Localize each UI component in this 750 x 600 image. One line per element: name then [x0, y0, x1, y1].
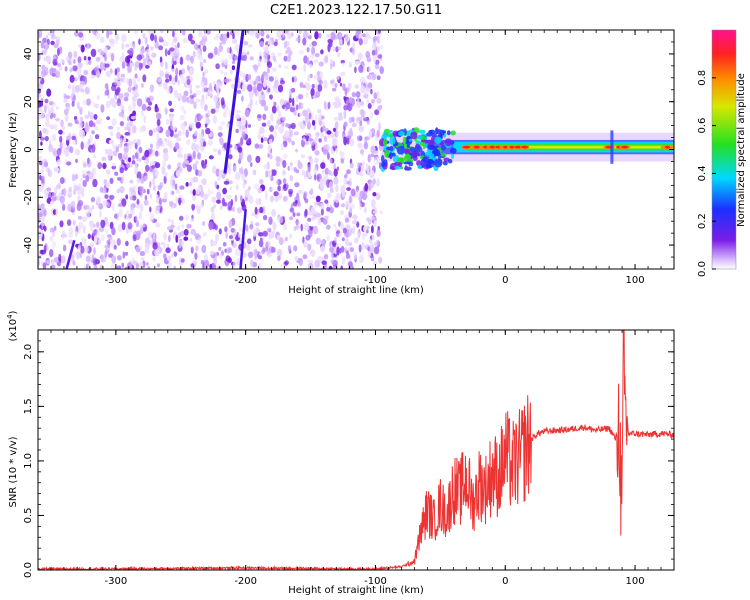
heatmap-y-tick-label: -20 — [23, 189, 34, 205]
snr-x-tick-label: -100 — [364, 576, 387, 587]
heatmap-x-tick-label: 100 — [626, 275, 645, 286]
heatmap-x-axis-label: Height of straight line (km) — [288, 285, 424, 296]
colorbar-gradient — [711, 29, 737, 270]
snr-y-tick-label: 2.0 — [23, 344, 34, 360]
colorbar-ticks: 0.0 0.2 0.4 0.6 0.8 — [697, 70, 716, 277]
heatmap-x-tick-label: -200 — [234, 275, 257, 286]
snr-x-tick-label: 0 — [502, 576, 508, 587]
snr-x-tick-label: -200 — [234, 576, 257, 587]
snr-frame — [37, 329, 675, 571]
colorbar-tick-label: 0.8 — [697, 70, 708, 86]
snr-y-tick-label: 0.5 — [23, 508, 34, 524]
snr-y-tick-label: 1.0 — [23, 453, 34, 469]
colorbar: 0.0 0.2 0.4 0.6 0.8 Normalized spectral ampl… — [697, 29, 747, 277]
snr-x-tick-label: 100 — [626, 576, 645, 587]
snr-y-tick-label: 1.5 — [23, 398, 34, 414]
snr-x-ticks: -300 -200 -100 0 100 — [50, 330, 675, 587]
heatmap-x-ticks: -300 -200 -100 0 100 — [50, 30, 675, 286]
colorbar-tick-label: 0.2 — [697, 213, 708, 229]
colorbar-tick-label: 0.0 — [697, 261, 708, 277]
colorbar-tick-label: 0.4 — [697, 165, 708, 181]
heatmap-plot-area — [38, 30, 674, 269]
snr-x-tick-label: -300 — [105, 576, 128, 587]
heatmap-y-ticks: -40 -20 0 20 40 — [23, 29, 674, 270]
heatmap-y-axis-label: Frequency (Hz) — [8, 112, 19, 188]
snr-y-axis-label: SNR (10 * v/v) — [8, 436, 19, 507]
heatmap-x-tick-label: -100 — [364, 275, 387, 286]
figure-title: C2E1.2023.122.17.50.G11 — [270, 3, 442, 18]
colorbar-tick-label: 0.6 — [697, 118, 708, 134]
heatmap-y-tick-label: 40 — [23, 48, 34, 61]
snr-y-tick-label: 0.0 — [23, 562, 34, 578]
snr-x-axis-label: Height of straight line (km) — [288, 585, 424, 596]
snr-plot-area — [38, 330, 674, 570]
colorbar-label: Normalized spectral amplitude — [736, 73, 747, 227]
snr-series-line — [38, 330, 674, 570]
snr-panel: -300 -200 -100 0 100 0.0 0.5 1.0 1.5 2.0 Height … — [6, 310, 675, 596]
snr-y-ticks: 0.0 0.5 1.0 1.5 2.0 — [23, 340, 674, 578]
heatmap-x-tick-label: 0 — [502, 275, 508, 286]
heatmap-y-tick-label: 0 — [23, 146, 34, 152]
heatmap-y-tick-label: 20 — [23, 95, 34, 108]
snr-y-scale-label: (x104) — [6, 310, 19, 341]
heatmap-y-tick-label: -40 — [23, 237, 34, 253]
heatmap-x-tick-label: -300 — [105, 275, 128, 286]
